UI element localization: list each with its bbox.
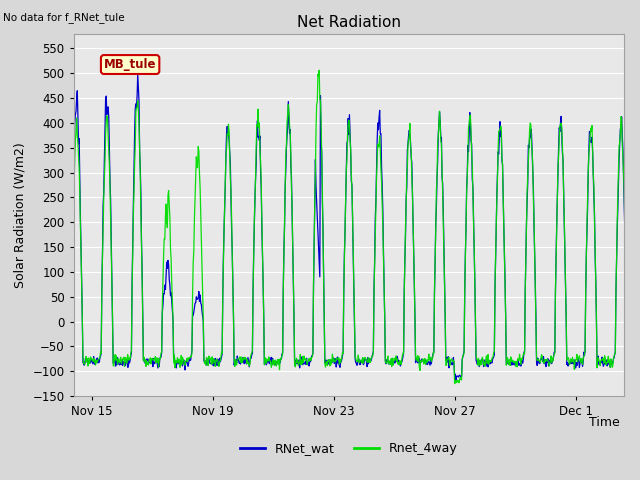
Rnet_4way [325,358,333,363]
RNet_wat [538,357,545,362]
RNet_wat [180,360,188,366]
Rnet_4way [632,354,639,360]
RNet_wat [398,360,406,365]
Y-axis label: Solar Radiation (W/m2): Solar Radiation (W/m2) [14,142,27,288]
Rnet_4way [398,358,406,363]
RNet_wat [632,360,639,365]
Rnet_4way [316,67,323,73]
RNet_wat [420,359,428,365]
X-axis label: Time: Time [589,416,620,429]
Line: Rnet_4way: Rnet_4way [61,70,636,384]
Rnet_4way [58,359,65,365]
RNet_wat [325,361,333,367]
Title: Net Radiation: Net Radiation [297,15,401,30]
Rnet_4way [420,361,428,367]
Line: RNet_wat: RNet_wat [61,74,636,380]
Rnet_4way [538,352,545,358]
Legend: RNet_wat, Rnet_4way: RNet_wat, Rnet_4way [235,437,463,460]
Rnet_4way [259,248,266,254]
Rnet_4way [451,381,458,386]
Rnet_4way [180,358,188,364]
RNet_wat [58,355,65,361]
Text: No data for f_RNet_tule: No data for f_RNet_tule [3,12,125,23]
Text: MB_tule: MB_tule [104,58,156,71]
RNet_wat [452,377,460,383]
RNet_wat [259,280,267,286]
RNet_wat [134,72,141,77]
